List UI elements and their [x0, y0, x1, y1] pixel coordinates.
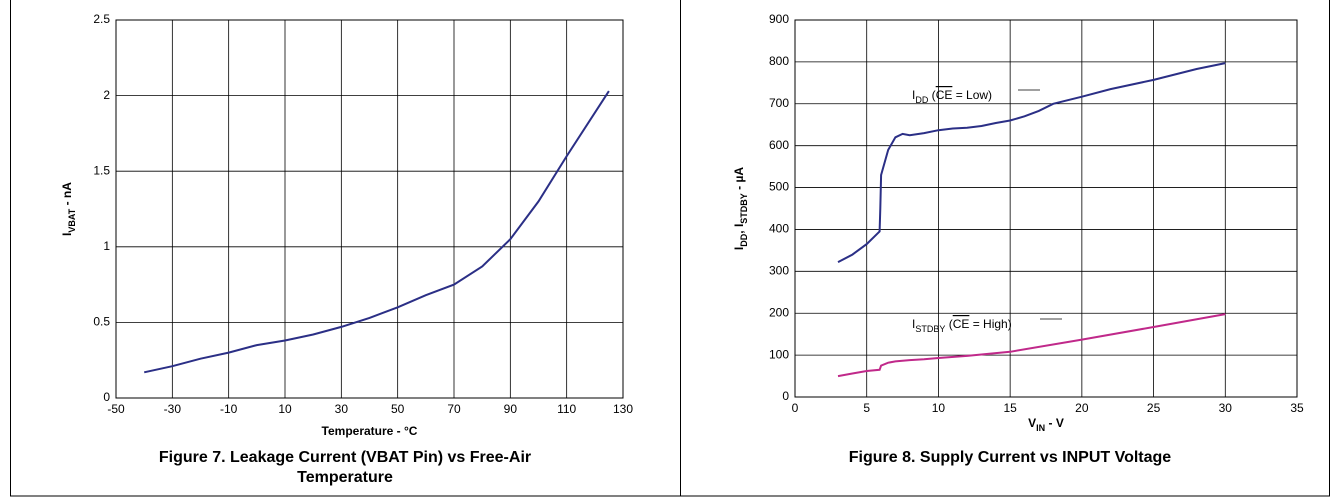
x-tick-label: -30 — [164, 402, 182, 416]
x-tick-label: 5 — [863, 401, 870, 415]
caption: Figure 8. Supply Current vs INPUT Voltag… — [848, 449, 1172, 466]
data-line — [143, 90, 610, 374]
y-tick-label: 2.5 — [93, 12, 110, 26]
x-tick-label: 110 — [557, 402, 576, 416]
annotation: IDD (CE = Low) — [912, 88, 992, 105]
x-tick-label: 30 — [335, 402, 349, 416]
y-tick-label: 2 — [103, 88, 110, 102]
y-tick-label: 0 — [103, 390, 110, 404]
x-axis-label: Temperature - °C — [322, 424, 418, 438]
x-tick-label: 10 — [932, 401, 946, 415]
x-tick-label: 30 — [1219, 401, 1233, 415]
y-tick-label: 1 — [103, 239, 110, 253]
y-tick-label: 100 — [769, 347, 789, 361]
y-axis-label-part: , I — [732, 224, 746, 234]
x-tick-label: 90 — [504, 402, 518, 416]
data-line — [837, 313, 1226, 378]
plot-border — [115, 19, 624, 399]
y-tick-label: 400 — [769, 222, 789, 236]
y-tick-label: 1.5 — [93, 163, 110, 177]
annotation-part: = High) — [969, 317, 1011, 331]
x-tick-label: 35 — [1290, 401, 1304, 415]
y-tick-label: 0 — [782, 389, 789, 403]
panel-border — [680, 0, 1330, 497]
x-axis-label-part: V — [1028, 416, 1036, 430]
annotation-part: = Low) — [952, 88, 992, 102]
x-tick-label: -10 — [220, 402, 238, 416]
y-tick-label: 900 — [769, 12, 789, 26]
y-axis-label-part: STDBY — [739, 193, 749, 224]
y-tick-label: 0.5 — [93, 315, 110, 329]
y-axis-label-part: DD — [739, 233, 749, 246]
x-tick-label: 10 — [278, 402, 292, 416]
annotation-part: CE — [953, 317, 970, 331]
x-tick-label: 20 — [1075, 401, 1089, 415]
x-tick-label: 0 — [792, 401, 799, 415]
x-axis-label-part: IN — [1036, 423, 1045, 433]
x-tick-label: 25 — [1147, 401, 1161, 415]
y-axis-label-part: I — [60, 233, 74, 236]
x-tick-label: 15 — [1003, 401, 1017, 415]
y-axis-label: IVBAT - nA — [60, 182, 77, 236]
annotation: ISTDBY (CE = High) — [912, 317, 1012, 334]
panel-border — [10, 0, 681, 497]
annotation-part: I — [912, 317, 915, 331]
caption: Figure 7. Leakage Current (VBAT Pin) vs … — [158, 449, 532, 486]
data-line — [837, 62, 1226, 263]
x-tick-label: 70 — [447, 402, 461, 416]
y-axis-label-part: - nA — [60, 182, 74, 209]
annotation-part: CE — [936, 88, 953, 102]
plot-border — [794, 19, 1298, 398]
y-tick-label: 200 — [769, 305, 789, 319]
y-tick-label: 700 — [769, 96, 789, 110]
x-tick-label: 130 — [613, 402, 633, 416]
annotation-part: I — [912, 88, 915, 102]
x-axis-label-part: - V — [1045, 416, 1064, 430]
x-tick-label: 50 — [391, 402, 405, 416]
y-axis-label-part: VBAT — [67, 208, 77, 232]
y-axis-label: IDD, ISTDBY - µA — [732, 167, 749, 250]
x-tick-label: -50 — [107, 402, 125, 416]
y-axis-label-part: I — [732, 247, 746, 250]
y-tick-label: 800 — [769, 54, 789, 68]
y-tick-label: 300 — [769, 264, 789, 278]
annotation-part: STDBY — [915, 324, 945, 334]
x-axis-label: VIN - V — [1028, 416, 1064, 433]
y-axis-label-part: - µA — [732, 167, 746, 194]
annotation-part: ( — [945, 317, 952, 331]
y-tick-label: 500 — [769, 180, 789, 194]
annotation-part: ( — [928, 88, 935, 102]
y-tick-label: 600 — [769, 138, 789, 152]
annotation-part: DD — [915, 95, 928, 105]
